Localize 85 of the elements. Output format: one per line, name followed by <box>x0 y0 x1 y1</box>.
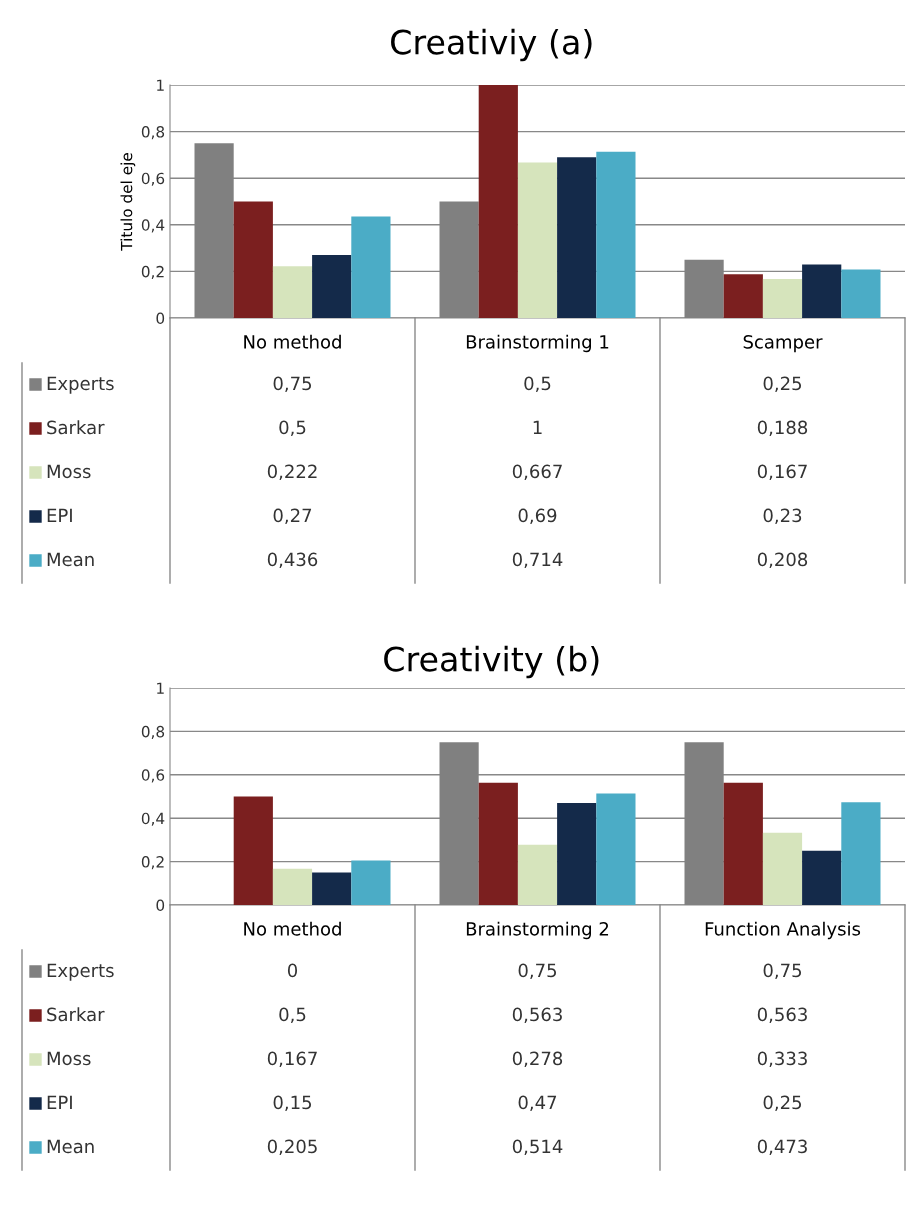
data-label: 0,5 <box>279 420 306 437</box>
y-tick-label: 0,4 <box>141 219 165 233</box>
legend-label: Experts <box>47 376 114 394</box>
bar <box>802 264 842 318</box>
bar <box>312 872 352 905</box>
x-tick-label: Brainstorming 1 <box>466 334 609 353</box>
y-axis-title: Titulo del eje <box>120 153 136 251</box>
bar <box>351 216 391 318</box>
bar <box>723 274 763 318</box>
bar <box>802 850 842 905</box>
data-label: 0,167 <box>757 464 807 481</box>
chart-title: Creativiy (a) <box>391 28 592 62</box>
data-label: 0,278 <box>512 1051 563 1068</box>
bar <box>596 793 636 905</box>
y-tick-label: 1 <box>157 682 164 694</box>
data-label: 0,47 <box>518 1095 557 1112</box>
bar <box>272 266 313 318</box>
data-label: 0,563 <box>512 1007 562 1024</box>
data-label: 0,667 <box>512 464 562 481</box>
data-label: 0,5 <box>279 1007 306 1024</box>
bar <box>233 796 273 905</box>
data-label: 0,5 <box>524 376 551 393</box>
y-tick-label: 0,4 <box>141 812 165 826</box>
data-label: 0,188 <box>757 420 808 437</box>
bar <box>517 844 558 905</box>
bar <box>557 803 597 905</box>
data-label: 0,75 <box>763 963 802 980</box>
data-label: 0,333 <box>757 1051 807 1068</box>
y-tick-label: 0,6 <box>141 172 165 186</box>
x-tick-label: No method <box>244 334 341 349</box>
y-tick-label: 0,8 <box>141 725 165 739</box>
y-tick-label: 1 <box>157 79 164 91</box>
bar <box>312 255 352 318</box>
bar <box>596 151 636 318</box>
data-label: 0,436 <box>267 552 318 569</box>
legend-label: EPI <box>47 1095 72 1109</box>
x-tick-label: Scamper <box>743 334 823 353</box>
y-tick-label: 0,2 <box>141 856 164 870</box>
bar <box>351 860 391 905</box>
legend-label: Moss <box>47 464 91 479</box>
data-label: 0 <box>287 963 298 978</box>
y-tick-label: 0,2 <box>141 265 164 279</box>
bar <box>762 279 803 318</box>
chart-title: Creativity (b) <box>384 645 599 679</box>
legend-label: Experts <box>47 963 114 981</box>
y-tick-label: 0 <box>156 899 165 912</box>
data-label: 0,222 <box>267 464 317 481</box>
x-tick-label: Brainstorming 2 <box>466 921 609 940</box>
legend-label: Sarkar <box>47 1007 105 1022</box>
bar <box>478 85 518 318</box>
data-label: 0,563 <box>757 1007 807 1024</box>
data-label: 1 <box>533 420 542 434</box>
legend-label: Mean <box>47 552 94 567</box>
bar <box>723 782 763 905</box>
y-tick-label: 0 <box>156 312 165 325</box>
data-label: 0,27 <box>273 508 312 525</box>
data-label: 0,208 <box>757 552 808 569</box>
bar <box>557 157 597 318</box>
y-tick-label: 0,8 <box>141 126 165 140</box>
bar <box>841 269 881 318</box>
data-label: 0,167 <box>267 1051 317 1068</box>
data-label: 0,15 <box>273 1095 312 1112</box>
y-tick-label: 0,6 <box>141 769 165 783</box>
data-label: 0,205 <box>267 1139 317 1156</box>
bar <box>272 868 313 905</box>
data-label: 0,25 <box>763 376 802 393</box>
bar <box>478 782 518 905</box>
data-label: 0,25 <box>763 1095 802 1112</box>
bar <box>762 832 803 905</box>
bar <box>841 802 881 905</box>
x-tick-label: Function Analysis <box>705 921 861 940</box>
data-label: 0,473 <box>757 1139 807 1156</box>
bar <box>233 201 273 318</box>
legend-label: Sarkar <box>47 420 105 435</box>
data-label: 0,23 <box>763 508 802 525</box>
legend-label: Moss <box>47 1051 91 1066</box>
bar <box>517 162 558 318</box>
data-label: 0,75 <box>518 963 557 980</box>
legend-label: Mean <box>47 1139 94 1154</box>
data-label: 0,714 <box>512 552 563 569</box>
data-label: 0,514 <box>512 1139 563 1156</box>
x-tick-label: No method <box>244 921 341 936</box>
legend-label: EPI <box>47 508 72 522</box>
data-label: 0,69 <box>518 508 557 525</box>
data-label: 0,75 <box>273 376 312 393</box>
